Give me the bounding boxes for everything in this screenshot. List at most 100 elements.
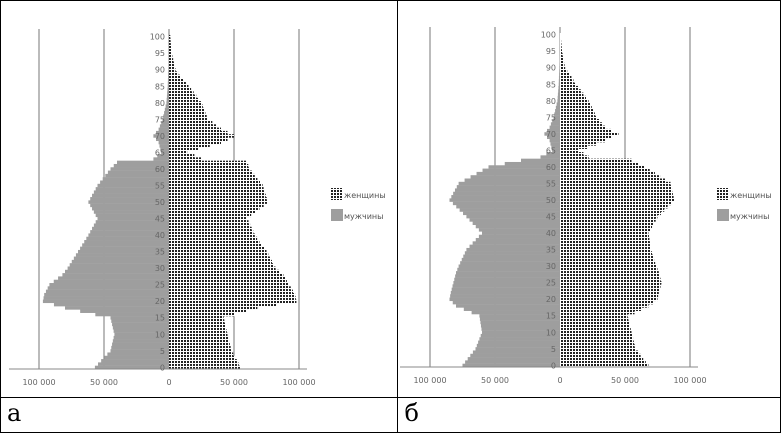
legend-label-women: женщины [344, 191, 386, 200]
x-tick-label: 100 000 [413, 376, 446, 385]
bar-men-age-50 [450, 198, 561, 202]
bar-women-age-48 [560, 205, 668, 209]
bar-women-age-48 [169, 207, 259, 211]
bar-women-age-34 [560, 251, 652, 255]
bar-men-age-89 [168, 71, 169, 75]
legend-label-women: женщины [730, 191, 772, 200]
bar-women-age-75 [560, 116, 596, 120]
bar-women-age-89 [560, 69, 567, 73]
bar-women-age-68 [560, 139, 606, 143]
bar-women-age-17 [560, 307, 641, 311]
bar-men-age-29 [65, 270, 169, 274]
bar-women-age-54 [169, 187, 264, 191]
bar-men-age-72 [550, 126, 560, 130]
bar-women-age-76 [169, 114, 207, 118]
bar-women-age-59 [169, 171, 252, 175]
bar-women-age-69 [169, 138, 228, 142]
bar-men-age-1 [465, 360, 560, 364]
bar-women-age-28 [560, 271, 659, 275]
bar-women-age-67 [560, 142, 596, 146]
y-tick-label: 50 [546, 196, 556, 205]
y-tick-label: 85 [546, 80, 556, 89]
x-tick-label: 50 000 [611, 376, 639, 385]
bar-women-age-39 [560, 235, 649, 239]
y-tick-label: 80 [546, 97, 556, 106]
y-tick-label: 80 [155, 99, 165, 108]
bar-women-age-10 [169, 333, 228, 337]
bar-women-age-40 [560, 231, 648, 235]
bar-women-age-46 [560, 212, 661, 216]
bar-women-age-74 [169, 121, 212, 125]
bar-men-age-22 [451, 291, 560, 295]
bar-women-age-16 [169, 313, 235, 317]
bar-women-age-17 [169, 309, 246, 313]
bar-women-age-19 [169, 303, 277, 307]
bar-men-age-77 [555, 109, 560, 113]
bar-men-age-1 [98, 362, 169, 366]
bar-women-age-73 [560, 122, 602, 126]
bar-women-age-45 [169, 217, 247, 221]
bar-men-age-3 [470, 354, 560, 358]
x-tick-label: 50 000 [220, 378, 248, 387]
bar-women-age-30 [169, 266, 276, 270]
bar-women-age-84 [560, 86, 578, 90]
bar-women-age-71 [560, 129, 612, 133]
bar-women-age-39 [169, 237, 257, 241]
bar-women-age-12 [560, 324, 630, 328]
bar-men-age-42 [92, 227, 169, 231]
pyramid-chart-b: 0510152025303540455055606570758085909510… [399, 1, 779, 395]
bar-men-age-51 [451, 195, 560, 199]
bar-women-age-55 [560, 182, 671, 186]
y-tick-label: 25 [155, 281, 165, 290]
bar-women-age-41 [560, 228, 650, 232]
bar-women-age-100 [169, 35, 170, 39]
bar-women-age-77 [560, 109, 593, 113]
bar-women-age-84 [169, 88, 191, 92]
bar-men-age-47 [460, 208, 560, 212]
bar-women-age-12 [169, 326, 226, 330]
bar-women-age-50 [169, 200, 268, 204]
bar-women-age-72 [169, 128, 221, 132]
bar-women-age-92 [560, 59, 564, 63]
bar-men-age-78 [556, 106, 560, 110]
y-tick-label: 15 [155, 314, 165, 323]
bar-women-age-78 [560, 106, 592, 110]
bar-women-age-1 [560, 360, 646, 364]
bar-women-age-83 [560, 89, 581, 93]
bar-women-age-79 [169, 104, 203, 108]
bar-men-age-91 [168, 65, 169, 69]
bar-men-age-79 [557, 102, 560, 106]
bar-women-age-54 [560, 185, 671, 189]
bar-men-age-19 [54, 303, 169, 307]
bar-men-age-84 [167, 88, 169, 92]
bar-women-age-2 [560, 357, 643, 361]
bar-men-age-6 [477, 344, 560, 348]
bar-men-age-7 [478, 341, 560, 345]
bar-men-age-37 [82, 243, 169, 247]
x-tick-label: 0 [557, 376, 562, 385]
bar-men-age-20 [450, 298, 561, 302]
bar-women-age-1 [169, 362, 239, 366]
bar-women-age-85 [560, 83, 576, 87]
bar-women-age-76 [560, 112, 595, 116]
bar-men-age-90 [559, 66, 560, 70]
bar-women-age-5 [560, 347, 635, 351]
bar-women-age-14 [560, 317, 628, 321]
bar-women-age-44 [560, 218, 656, 222]
bar-men-age-67 [159, 144, 169, 148]
bar-men-age-26 [54, 280, 169, 284]
bar-women-age-61 [560, 162, 638, 166]
bar-men-age-38 [84, 240, 169, 244]
bar-women-age-38 [560, 238, 649, 242]
bar-women-age-97 [560, 43, 561, 47]
bar-women-age-10 [560, 331, 632, 335]
bar-women-age-57 [169, 177, 257, 181]
bar-women-age-21 [560, 294, 658, 298]
bar-women-age-58 [169, 174, 255, 178]
bar-women-age-38 [169, 240, 259, 244]
bar-men-age-47 [94, 210, 169, 214]
bar-women-age-63 [169, 157, 202, 161]
bar-women-age-36 [560, 245, 650, 249]
